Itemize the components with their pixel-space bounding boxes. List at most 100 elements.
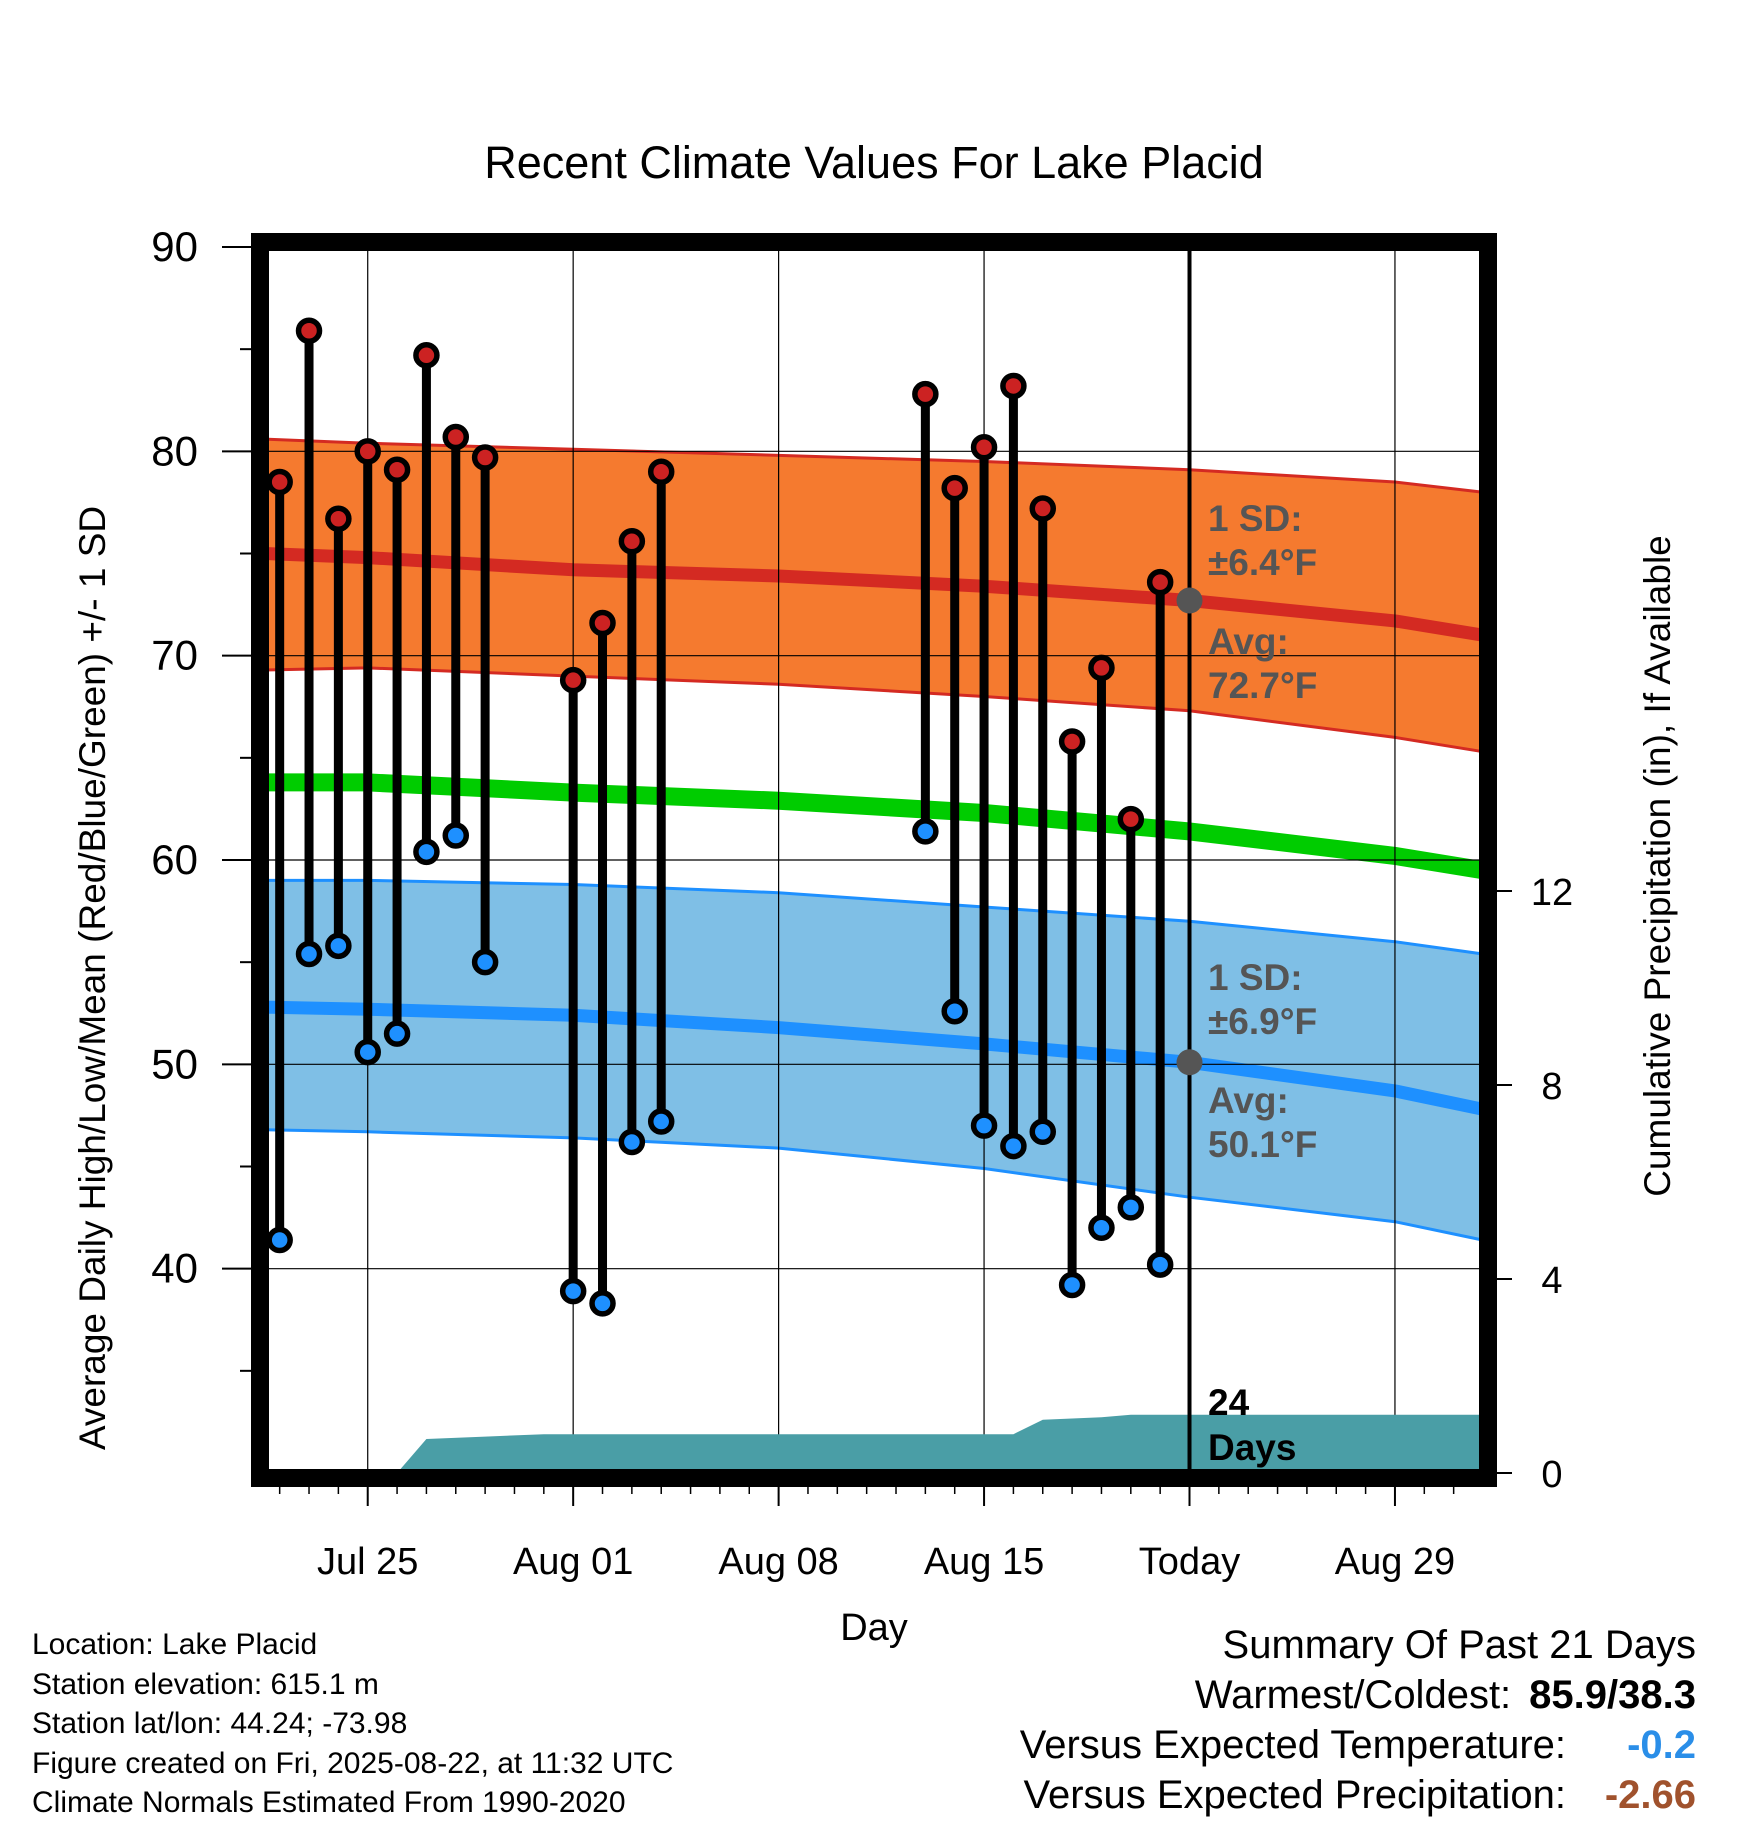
low-sd-value: ±6.9°F <box>1208 1001 1317 1042</box>
y-left-tick-label: 40 <box>151 1245 198 1292</box>
low-sd-label: 1 SD: <box>1208 957 1303 998</box>
daily-high-point <box>618 527 646 555</box>
station-info: Location: Lake Placid Station elevation:… <box>32 1625 673 1823</box>
today-days-number: 24 <box>1208 1382 1250 1423</box>
daily-high-point <box>1000 372 1027 400</box>
latlon-text: Station lat/lon: 44.24; -73.98 <box>32 1707 408 1740</box>
daily-low-point <box>559 1277 587 1305</box>
daily-high-point <box>1058 728 1086 755</box>
y-left-tick-label: 70 <box>151 632 198 679</box>
daily-low-point <box>1029 1118 1057 1146</box>
high-sd-lower-line <box>264 666 1484 754</box>
plot-border <box>251 233 1497 1487</box>
daily-high-point <box>471 444 499 471</box>
y-left-tick-label: 60 <box>151 836 198 883</box>
x-tick-label: Aug 29 <box>1335 1541 1455 1583</box>
today-days-label: Days <box>1208 1427 1296 1468</box>
summary-warmest-coldest: Warmest/Coldest: 85.9/38.3 <box>1020 1670 1696 1720</box>
daily-low-point <box>1058 1271 1086 1299</box>
daily-low-point <box>325 932 352 960</box>
daily-high-point <box>1117 805 1145 833</box>
warmest-coldest-value: 85.9/38.3 <box>1529 1673 1696 1717</box>
daily-high-point <box>325 505 352 533</box>
y-left-tick-label: 80 <box>151 427 198 474</box>
y-right-tick-label: 12 <box>1531 872 1573 914</box>
low-sd-lower-line <box>264 1128 1484 1242</box>
daily-high-point <box>413 342 440 369</box>
today-marker <box>1176 247 1203 1473</box>
daily-low-point <box>912 818 939 845</box>
y-axis-label-left: Average Daily High/Low/Mean (Red/Blue/Gr… <box>72 506 113 1450</box>
daily-high-point <box>559 666 587 694</box>
daily-low-point <box>471 948 499 976</box>
daily-high-point <box>354 438 381 465</box>
normal-mean-line <box>265 773 1485 880</box>
high-avg-value: 72.7°F <box>1208 665 1317 706</box>
low-avg-label: Avg: <box>1208 1080 1289 1121</box>
daily-high-point <box>442 423 470 451</box>
x-tick-label: Aug 01 <box>513 1541 633 1583</box>
high-sd-upper-line <box>264 437 1484 494</box>
daily-high-point <box>295 317 323 345</box>
normals-text: Climate Normals Estimated From 1990-2020 <box>32 1786 626 1819</box>
summary-panel: Summary Of Past 21 Days Warmest/Coldest:… <box>1020 1620 1696 1820</box>
daily-low-point <box>970 1112 998 1139</box>
daily-low-point <box>1117 1194 1145 1221</box>
summary-temperature: Versus Expected Temperature: -0.2 <box>1020 1720 1696 1770</box>
axes: 40 50 60 70 80 90 0 4 8 12 Jul 25 Aug 01 Aug 08 Aug 1… <box>151 223 1573 1583</box>
daily-low-point <box>266 1226 293 1254</box>
location-text: Location: Lake Placid <box>32 1628 318 1661</box>
plot-frame <box>251 233 1497 1487</box>
precip-anomaly-value: -2.66 <box>1604 1773 1696 1817</box>
y-left-tick-label: 90 <box>151 223 198 270</box>
temp-anomaly-label: Versus Expected Temperature: <box>1019 1723 1566 1767</box>
daily-high-point <box>1029 495 1057 522</box>
normal-low-line <box>264 1000 1485 1116</box>
chart-title: Recent Climate Values For Lake Placid <box>484 137 1264 188</box>
x-tick-label: Aug 08 <box>718 1541 838 1583</box>
y-right-tick-label: 0 <box>1541 1454 1562 1496</box>
daily-high-point <box>383 456 411 483</box>
y-right-tick-label: 8 <box>1541 1066 1562 1108</box>
daily-low-point <box>647 1108 675 1135</box>
daily-high-point <box>1146 568 1174 596</box>
temp-anomaly-value: -0.2 <box>1627 1723 1696 1767</box>
daily-high-point <box>912 380 939 408</box>
warmest-coldest-label: Warmest/Coldest: <box>1194 1673 1512 1717</box>
low-sd-band <box>265 880 1483 1241</box>
summary-precipitation: Versus Expected Precipitation: -2.66 <box>1020 1770 1696 1820</box>
x-tick-label: Today <box>1139 1541 1240 1583</box>
daily-high-point <box>266 468 293 496</box>
daily-low-point <box>1146 1251 1174 1278</box>
x-tick-label: Aug 15 <box>924 1541 1044 1583</box>
y-left-tick-label: 50 <box>151 1040 198 1087</box>
low-sd-upper-line <box>265 878 1484 956</box>
daily-high-point <box>589 609 616 637</box>
daily-low-point <box>618 1128 646 1156</box>
y-axis-label-right: Cumulative Precipitation (in), If Availa… <box>1637 535 1678 1197</box>
x-axis-label: Day <box>840 1607 908 1649</box>
high-sd-value: ±6.4°F <box>1208 542 1317 583</box>
daily-high-point <box>970 433 998 461</box>
daily-high-point <box>941 474 968 502</box>
high-avg-label: Avg: <box>1208 621 1289 662</box>
daily-low-point <box>442 822 470 849</box>
normal-high-line <box>264 547 1485 642</box>
today-normal-high-marker <box>1176 587 1203 614</box>
y-right-tick-label: 4 <box>1541 1260 1562 1302</box>
precip-anomaly-label: Versus Expected Precipitation: <box>1023 1773 1566 1817</box>
daily-high-point <box>1088 654 1115 682</box>
x-tick-label: Jul 25 <box>317 1541 418 1583</box>
daily-low-point <box>383 1020 411 1047</box>
daily-low-point <box>1088 1214 1115 1242</box>
daily-high-point <box>647 458 675 486</box>
daily-low-point <box>1000 1132 1027 1160</box>
cumulative-precip-area <box>265 1414 1483 1473</box>
daily-low-point <box>354 1038 381 1066</box>
today-normal-low-marker <box>1176 1049 1203 1076</box>
high-sd-label: 1 SD: <box>1208 498 1303 539</box>
daily-observations <box>266 317 1174 1317</box>
precipitation-area <box>265 1414 1483 1473</box>
